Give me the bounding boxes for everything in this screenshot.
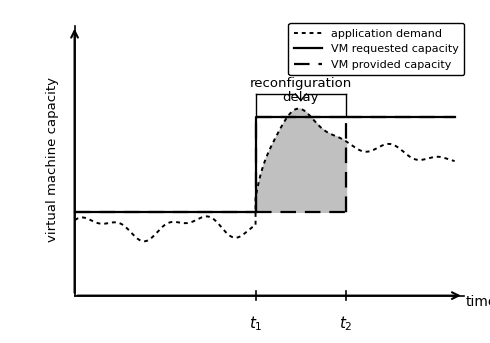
application demand xyxy=(348,143,354,147)
application demand xyxy=(118,222,124,226)
application demand xyxy=(385,142,391,146)
Text: delay: delay xyxy=(283,91,319,104)
application demand xyxy=(295,107,301,111)
VM provided capacity xyxy=(452,116,458,120)
VM provided capacity xyxy=(343,116,349,120)
application demand xyxy=(452,159,458,163)
Legend: application demand, VM requested capacity, VM provided capacity: application demand, VM requested capacit… xyxy=(288,23,464,75)
application demand xyxy=(254,187,260,191)
application demand xyxy=(266,149,272,153)
Line: application demand: application demand xyxy=(75,109,455,241)
Line: VM requested capacity: VM requested capacity xyxy=(74,118,455,212)
application demand xyxy=(141,239,147,243)
application demand xyxy=(72,218,78,222)
Text: virtual machine capacity: virtual machine capacity xyxy=(47,77,59,242)
VM requested capacity xyxy=(253,210,259,214)
VM requested capacity xyxy=(253,116,259,120)
VM requested capacity xyxy=(452,116,458,120)
VM requested capacity xyxy=(72,210,77,214)
Text: time: time xyxy=(466,295,490,309)
Text: reconfiguration: reconfiguration xyxy=(250,77,352,90)
application demand xyxy=(379,143,385,147)
